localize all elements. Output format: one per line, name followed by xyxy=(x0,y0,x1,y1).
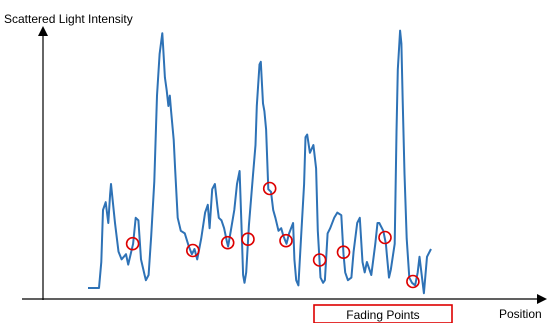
series-layer xyxy=(88,29,432,295)
fading-point-circle xyxy=(125,236,140,251)
fading-point-circle xyxy=(186,243,200,258)
fading-point-circle xyxy=(406,274,420,289)
intensity-series-line xyxy=(88,29,432,295)
fading-point-circle xyxy=(220,235,235,250)
y-axis-label: Scattered Light Intensity xyxy=(4,12,133,26)
x-axis-label: Position xyxy=(499,307,542,321)
fading-points-box xyxy=(313,304,453,323)
fading-point-circle xyxy=(241,232,255,246)
fading-points-label: Fading Points xyxy=(346,308,419,322)
fading-point-circle xyxy=(279,233,293,248)
fading-point-markers xyxy=(125,181,420,289)
fading-point-circle xyxy=(262,181,277,196)
fading-point-circle xyxy=(378,230,392,245)
fading-point-circle xyxy=(312,253,327,267)
fading-point-circle xyxy=(336,245,351,259)
